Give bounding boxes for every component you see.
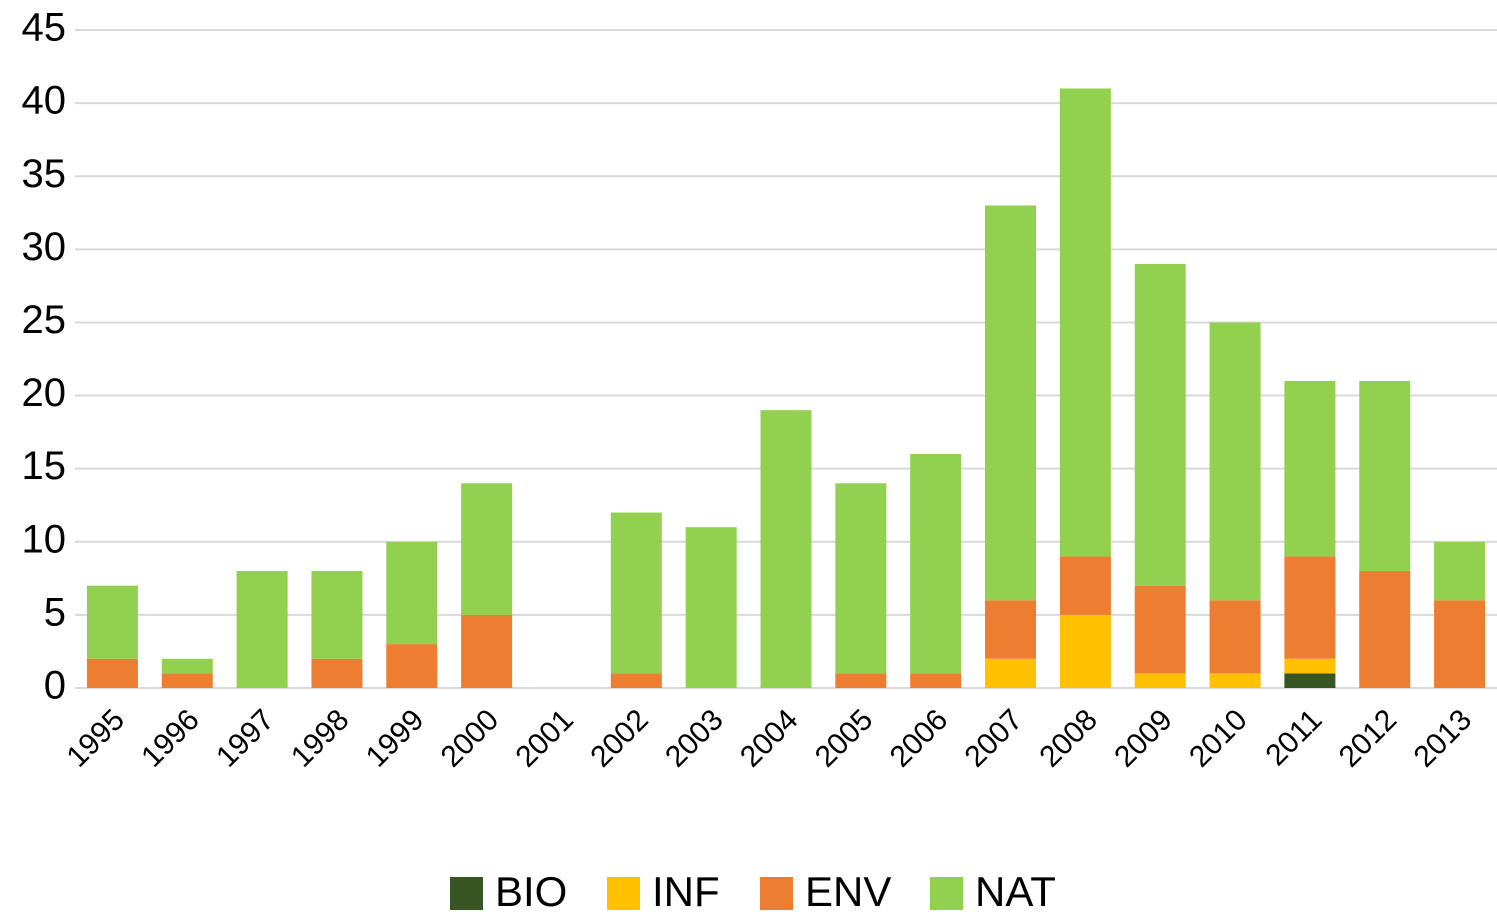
- y-tick-label: 20: [22, 371, 67, 415]
- y-tick-label: 15: [22, 444, 67, 488]
- x-tick-label: 2002: [584, 703, 655, 774]
- bar-segment: [1209, 673, 1261, 688]
- bar-segment: [461, 483, 513, 615]
- bar-segment: [1059, 556, 1111, 615]
- bar-segment: [1134, 263, 1186, 586]
- bar-segment: [910, 454, 962, 674]
- bar-segment: [386, 644, 438, 688]
- x-tick-label: 2012: [1333, 703, 1404, 774]
- x-tick-label: 2006: [884, 703, 955, 774]
- legend-swatch: [930, 877, 963, 910]
- x-tick-label: 2013: [1408, 703, 1479, 774]
- bar-segment: [1209, 322, 1261, 601]
- bar-segment: [1209, 600, 1261, 674]
- bar-segment: [985, 658, 1037, 688]
- y-tick-label: 45: [22, 6, 67, 50]
- x-tick-label: 2003: [659, 703, 730, 774]
- bar-segment: [985, 205, 1037, 601]
- bar-segment: [835, 673, 887, 688]
- bar-segment: [1059, 88, 1111, 557]
- bar-segment: [311, 571, 363, 659]
- legend-label: NAT: [975, 868, 1056, 914]
- y-tick-label: 40: [22, 79, 67, 123]
- x-tick-label: 2000: [435, 703, 506, 774]
- bar-segment: [86, 585, 138, 659]
- bar-segment: [1134, 673, 1186, 688]
- bar-segment: [311, 658, 363, 688]
- bar-segment: [610, 673, 662, 688]
- y-tick-label: 35: [22, 152, 67, 196]
- bar-segment: [835, 483, 887, 674]
- bar-segment: [461, 614, 513, 688]
- legend-label: INF: [652, 868, 720, 914]
- x-tick-label: 2001: [509, 703, 580, 774]
- legend-swatch: [760, 877, 793, 910]
- bar-segment: [1359, 571, 1411, 688]
- x-tick-label: 1997: [210, 703, 281, 774]
- legend-swatch: [607, 877, 640, 910]
- x-tick-label: 2010: [1183, 703, 1254, 774]
- bar-segment: [1284, 380, 1336, 557]
- legend-label: ENV: [805, 868, 891, 914]
- bar-segment: [1284, 556, 1336, 659]
- legend-swatch: [450, 877, 483, 910]
- x-tick-label: 2005: [809, 703, 880, 774]
- x-tick-label: 2008: [1033, 703, 1104, 774]
- y-tick-label: 25: [22, 298, 67, 342]
- bar-segment: [1434, 541, 1486, 601]
- bar-segment: [1434, 600, 1486, 688]
- bar-segment: [1134, 585, 1186, 674]
- bar-segment: [985, 600, 1037, 659]
- x-tick-label: 2007: [959, 703, 1030, 774]
- bar-segment: [161, 658, 213, 674]
- x-tick-label: 2004: [734, 703, 805, 774]
- bar-segment: [386, 541, 438, 645]
- bar-segment: [86, 658, 138, 688]
- bar-segment: [685, 527, 737, 688]
- y-tick-label: 10: [22, 517, 67, 561]
- x-tick-label: 1996: [135, 703, 206, 774]
- bar-segment: [161, 673, 213, 688]
- bar-segment: [1284, 673, 1336, 688]
- bar-segment: [610, 512, 662, 674]
- x-tick-label: 2011: [1259, 703, 1328, 772]
- bar-segment: [1284, 658, 1336, 674]
- x-tick-label: 1999: [360, 703, 431, 774]
- x-tick-label: 1995: [60, 703, 131, 774]
- bar-segment: [1059, 614, 1111, 688]
- bar-segment: [760, 410, 812, 688]
- bar-segment: [910, 673, 962, 688]
- x-tick-label: 2009: [1108, 703, 1179, 774]
- x-tick-label: 1998: [285, 703, 356, 774]
- bar-segment: [1359, 380, 1411, 572]
- y-tick-label: 5: [44, 590, 66, 634]
- y-tick-label: 30: [22, 225, 67, 269]
- legend-label: BIO: [495, 868, 567, 914]
- y-tick-label: 0: [44, 664, 66, 708]
- bar-segment: [236, 571, 288, 688]
